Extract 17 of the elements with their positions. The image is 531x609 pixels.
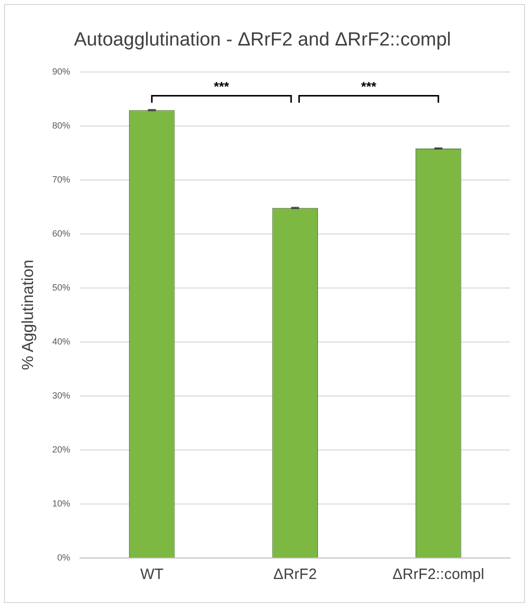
y-tick-label: 50% <box>52 282 70 292</box>
y-tick-label: 10% <box>52 498 70 508</box>
x-tick-label: WT <box>140 566 164 584</box>
y-tick-label: 20% <box>52 444 70 454</box>
chart-title: Autoagglutination - ΔRrF2 and ΔRrF2::compl <box>74 30 452 51</box>
y-tick-label: 70% <box>52 174 70 184</box>
y-tick-label: 30% <box>52 390 70 400</box>
y-tick-label: 80% <box>52 120 70 130</box>
x-tick-label: ΔRrF2 <box>273 566 317 584</box>
annotation: *** <box>361 78 378 94</box>
y-tick-label: 40% <box>52 336 70 346</box>
x-tick-label: ΔRrF2::compl <box>392 566 484 584</box>
y-tick-label: 60% <box>52 228 70 238</box>
y-tick-label: 90% <box>52 66 70 76</box>
y-tick-label: 0% <box>57 552 70 562</box>
annotation: *** <box>214 78 230 94</box>
y-axis-title: % Agglutination <box>20 260 38 370</box>
